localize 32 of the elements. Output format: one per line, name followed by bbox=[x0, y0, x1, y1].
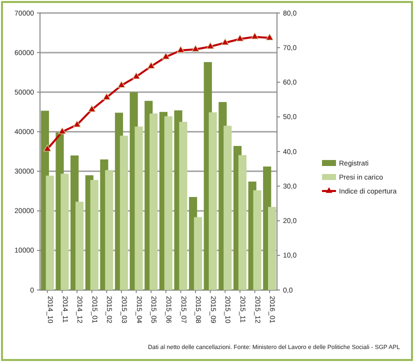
bar bbox=[46, 176, 54, 290]
point bbox=[132, 72, 140, 80]
bar bbox=[268, 206, 276, 290]
bar bbox=[60, 174, 69, 290]
point bbox=[44, 144, 52, 152]
point bbox=[88, 105, 96, 112]
point bbox=[266, 34, 274, 40]
point bbox=[206, 42, 214, 49]
point bbox=[176, 46, 185, 53]
point bbox=[118, 80, 126, 88]
point bbox=[236, 34, 244, 42]
bar bbox=[238, 155, 246, 290]
point bbox=[250, 32, 259, 40]
bar bbox=[253, 190, 262, 290]
point bbox=[102, 93, 111, 100]
point bbox=[221, 38, 230, 46]
bar bbox=[105, 170, 114, 290]
bar bbox=[224, 126, 232, 290]
bar bbox=[134, 126, 143, 290]
point bbox=[147, 62, 155, 69]
bar bbox=[179, 122, 188, 290]
point bbox=[192, 44, 200, 52]
point bbox=[162, 52, 170, 60]
bar bbox=[208, 112, 217, 290]
bar bbox=[164, 116, 172, 290]
bar bbox=[90, 180, 98, 290]
point bbox=[73, 120, 81, 128]
bar bbox=[194, 217, 202, 290]
bar bbox=[150, 114, 158, 290]
point bbox=[58, 127, 66, 134]
bar bbox=[120, 136, 128, 290]
bar bbox=[75, 202, 84, 290]
